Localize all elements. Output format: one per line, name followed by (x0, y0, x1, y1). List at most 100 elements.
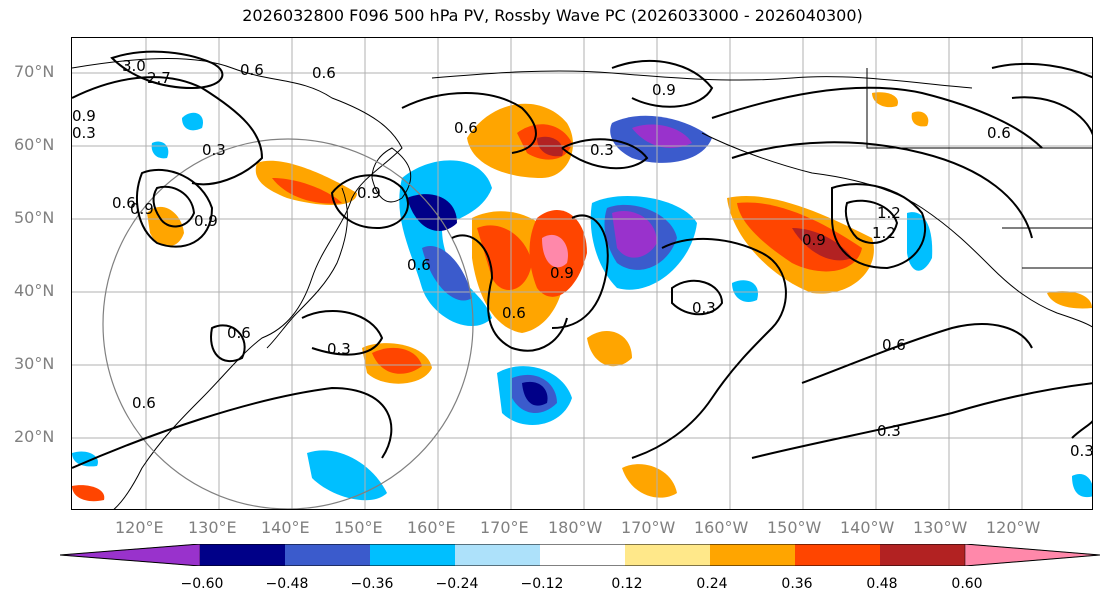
asia-coast (72, 58, 403, 509)
colorbar-label: 0.60 (951, 576, 983, 592)
lat-label: 50°N (14, 208, 55, 227)
contour-label: 0.6 (454, 119, 478, 137)
anomaly-blob (792, 228, 852, 261)
contour-label: 0.9 (802, 231, 826, 249)
colorbar-segment-9 (880, 544, 965, 566)
contour-label: 0.6 (312, 64, 336, 82)
contour (110, 50, 224, 90)
anomaly-blob (477, 225, 532, 290)
contour (1011, 96, 1092, 136)
contour-label: 0.3 (72, 124, 96, 142)
colorbar-segment-2 (285, 544, 370, 566)
alaska-coast (701, 132, 1092, 328)
colorbar-segment-4 (455, 544, 540, 566)
lat-label: 30°N (14, 354, 55, 373)
anomaly-blob (907, 212, 933, 271)
anomaly-blob (732, 280, 758, 303)
contour-label: 0.3 (877, 422, 901, 440)
contour-label: 0.6 (502, 304, 526, 322)
colorbar-label: −0.24 (435, 576, 479, 592)
anomaly-blob (587, 330, 632, 367)
contour (451, 234, 568, 352)
colorbar-label: 0.12 (611, 576, 643, 592)
lon-label: 170°E (480, 518, 529, 537)
north-coast (431, 70, 973, 89)
contour-label: 0.9 (652, 81, 676, 99)
map-title: 2026032800 F096 500 hPa PV, Rossby Wave … (242, 6, 863, 25)
contour (152, 185, 196, 228)
lat-label: 40°N (14, 281, 55, 300)
contour (831, 183, 927, 270)
contour (631, 238, 787, 459)
contour-label: 0.6 (987, 124, 1011, 142)
lon-label: 140°E (261, 518, 310, 537)
colorbar-segment-8 (795, 544, 880, 566)
map-canvas: 3.0 2.7 0.6 0.9 0.6 0.3 0.9 0.6 0.3 0.9 … (72, 38, 1093, 509)
contour-label: 1.2 (872, 224, 896, 242)
kamchatka-coast (371, 147, 412, 203)
colorbar-label: 0.24 (696, 576, 728, 592)
anomaly-blob (407, 194, 457, 231)
contour-label: 0.3 (692, 299, 716, 317)
lat-label: 70°N (14, 62, 55, 81)
lon-label: 120°E (115, 518, 164, 537)
contour (611, 60, 714, 108)
anomaly-blob (1072, 474, 1092, 497)
contour-label: 0.9 (72, 107, 96, 125)
contour-label: 3.0 (122, 57, 146, 75)
contour-label: 0.3 (1070, 442, 1093, 460)
pv-anomaly-shading (72, 92, 1092, 502)
colorbar-segment-0 (60, 544, 201, 566)
contour (711, 86, 1043, 149)
colorbar-segment-1 (200, 544, 285, 566)
contour-labels: 3.0 2.7 0.6 0.9 0.6 0.3 0.9 0.6 0.3 0.9 … (72, 57, 1093, 460)
contour-label: 0.6 (240, 61, 264, 79)
lat-label: 20°N (14, 427, 55, 446)
anomaly-blob (542, 234, 568, 268)
colorbar-segment-3 (370, 544, 455, 566)
contour-label: 0.6 (227, 324, 251, 342)
anomaly-blob (522, 381, 548, 406)
colorbar-label: −0.48 (265, 576, 309, 592)
lat-lon-grid (72, 38, 1092, 509)
contour (561, 138, 649, 170)
colorbar-label: −0.60 (180, 576, 224, 592)
lon-label: 150°W (767, 518, 822, 537)
anomaly-blob (72, 451, 98, 467)
contour (401, 92, 537, 154)
pv-contours (72, 50, 1092, 469)
lon-label: 150°E (334, 518, 383, 537)
contour (671, 279, 724, 316)
colorbar-segment-7 (710, 544, 795, 566)
lon-label: 160°E (407, 518, 456, 537)
anomaly-blob (422, 246, 472, 301)
reference-circle (102, 138, 474, 509)
contour-label: 0.9 (194, 212, 218, 230)
contour-label: 0.9 (550, 264, 574, 282)
anomaly-blob (147, 206, 184, 247)
contour (801, 323, 1033, 384)
anomaly-blob (872, 92, 898, 108)
lon-label: 140°W (840, 518, 895, 537)
colorbar-segment-10 (964, 544, 1100, 566)
contour (210, 324, 246, 363)
contour-label: 0.6 (112, 194, 136, 212)
lon-label: 120°W (986, 518, 1041, 537)
contour (731, 141, 1033, 239)
us-border (866, 68, 1092, 149)
lon-label: 180°W (548, 518, 603, 537)
colorbar-label: −0.12 (520, 576, 564, 592)
colorbar-segment-5 (540, 544, 625, 566)
anomaly-blob (1047, 291, 1092, 309)
lon-label: 170°W (621, 518, 676, 537)
anomaly-blob (911, 111, 929, 127)
colorbar-label: 0.48 (866, 576, 898, 592)
contour (991, 62, 1092, 79)
contour (844, 199, 899, 244)
contour-label: 0.6 (882, 336, 906, 354)
colorbar-label: 0.36 (781, 576, 813, 592)
colorbar (60, 544, 1100, 566)
coastlines (72, 58, 1092, 509)
contour-label: 0.9 (357, 184, 381, 202)
anomaly-blob (622, 464, 677, 498)
